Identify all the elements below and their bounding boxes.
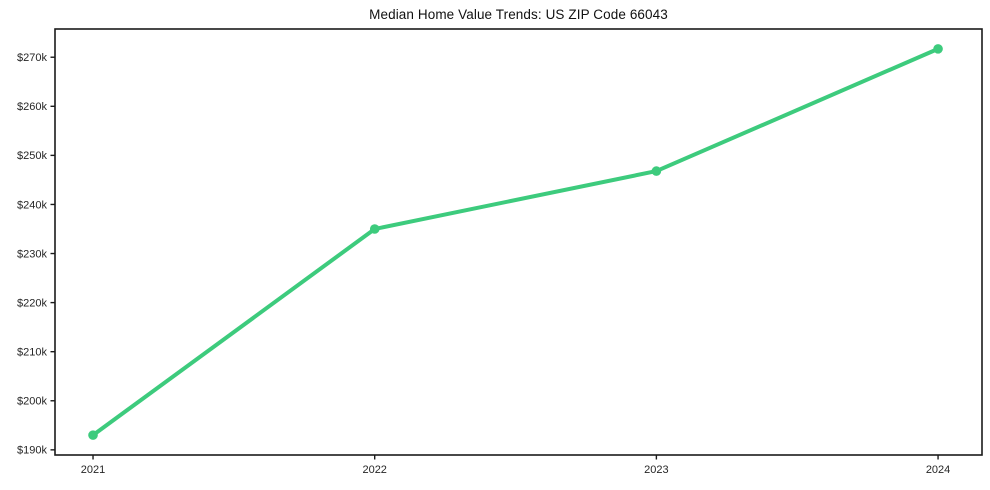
x-axis-tick-label: 2021 bbox=[81, 464, 105, 476]
y-axis-tick-label: $260k bbox=[17, 101, 47, 113]
trend-line bbox=[91, 46, 941, 438]
y-axis-tick-label: $250k bbox=[17, 150, 47, 162]
x-axis-tick-label: 2022 bbox=[362, 464, 386, 476]
y-axis-tick-label: $220k bbox=[17, 297, 47, 309]
y-axis-tick-label: $190k bbox=[17, 445, 47, 457]
data-point-2022 bbox=[369, 224, 380, 234]
x-axis-tick-label: 2023 bbox=[644, 464, 668, 476]
data-point-2021 bbox=[88, 430, 98, 440]
chart-title: Median Home Value Trends: US ZIP Code 66… bbox=[369, 7, 668, 22]
y-axis-tick-label: $200k bbox=[17, 396, 47, 408]
y-axis-tick-label: $230k bbox=[17, 248, 47, 260]
x-axis-tick-label: 2024 bbox=[926, 464, 950, 476]
data-point-2023 bbox=[651, 166, 662, 176]
plot-frame bbox=[54, 28, 983, 456]
y-axis-tick-label: $210k bbox=[17, 346, 47, 358]
y-axis-tick-label: $240k bbox=[17, 199, 47, 211]
y-axis-tick-label: $270k bbox=[17, 52, 47, 64]
data-point-2024 bbox=[933, 44, 943, 54]
